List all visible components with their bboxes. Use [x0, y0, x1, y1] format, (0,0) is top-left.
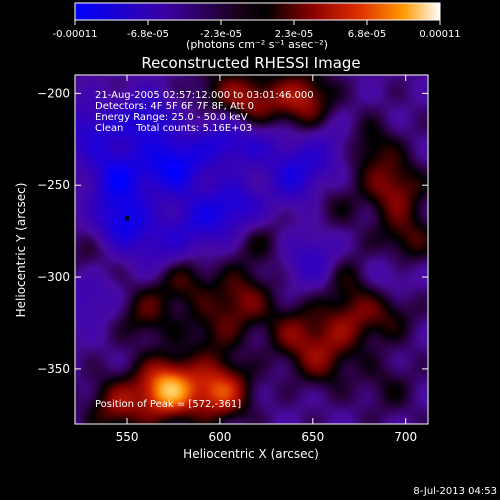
plot-frame: [74, 74, 429, 425]
minimum-marker: [125, 216, 130, 221]
x-tick-label: 700: [394, 430, 417, 444]
heatmap-image: [75, 75, 428, 424]
x-axis: 550 600 650 700: [116, 75, 417, 444]
y-axis-label: Heliocentric Y (arcsec): [14, 183, 28, 318]
annotation-detectors: Detectors: 4F 5F 6F 7F 8F, Att 0: [95, 101, 254, 112]
y-tick-label: −350: [37, 362, 70, 376]
y-tick-label: −300: [37, 270, 70, 284]
chart-title: Reconstructed RHESSI Image: [141, 54, 360, 72]
colorbar-tick-label: 2.3e-05: [275, 29, 313, 40]
x-tick-label: 650: [301, 430, 324, 444]
x-tick-label: 600: [208, 430, 231, 444]
y-tick-label: −250: [37, 178, 70, 192]
colorbar-tick-label: -2.3e-05: [200, 29, 242, 40]
colorbar-ticks: -0.00011 -6.8e-05 -2.3e-05 2.3e-05 6.8e-05 0.…: [53, 20, 461, 40]
x-tick-label: 550: [116, 430, 139, 444]
colorbar-tick-label: 6.8e-05: [348, 29, 386, 40]
colorbar: [74, 2, 441, 21]
colorbar-tick-label: 0.00011: [419, 29, 460, 40]
footer-date: 8-Jul-2013 04:53: [413, 486, 497, 497]
x-axis-label: Heliocentric X (arcsec): [183, 447, 319, 461]
peak-position-label: Position of Peak = [572,-361]: [95, 399, 241, 410]
colorbar-tick-label: -0.00011: [53, 29, 98, 40]
colorbar-tick-label: -6.8e-05: [127, 29, 169, 40]
annotation-time: 21-Aug-2005 02:57:12.000 to 03:01:46.000: [95, 90, 314, 101]
colorbar-units: (photons cm⁻² s⁻¹ asec⁻²): [186, 38, 328, 51]
annotation-block: 21-Aug-2005 02:57:12.000 to 03:01:46.000…: [95, 90, 314, 134]
annotation-counts: Clean Total counts: 5.16E+03: [95, 123, 252, 134]
annotation-energy: Energy Range: 25.0 - 50.0 keV: [95, 112, 248, 123]
y-tick-label: −200: [37, 86, 70, 100]
y-axis: −200 −250 −300 −350: [37, 86, 428, 376]
